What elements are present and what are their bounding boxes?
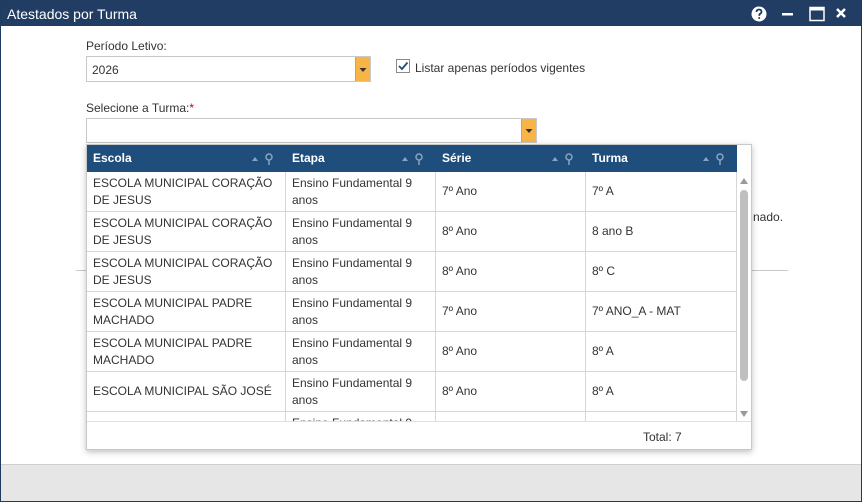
title-bar: Atestados por Turma: [1, 1, 861, 26]
cell-text: 8º C: [592, 264, 616, 278]
grid-cell: [586, 412, 737, 421]
cell-text: Ensino Fundamental 9 anos: [292, 175, 413, 207]
cell-text: Ensino Fundamental 9 anos: [292, 255, 413, 287]
dropdown-arrow: [525, 129, 533, 133]
turma-label: Selecione a Turma:: [86, 101, 190, 115]
help-button[interactable]: [751, 6, 767, 22]
grid-cell: ESCOLA MUNICIPAL SÃO JOSÉ: [87, 372, 286, 411]
grid-row[interactable]: Ensino Fundamental 9 anos: [87, 412, 737, 421]
cell-text: 7º Ano: [442, 304, 478, 318]
cell-text: ESCOLA MUNICIPAL PADRE MACHADO: [93, 295, 253, 327]
cell-text: 8º Ano: [442, 344, 478, 358]
footer-bar: [1, 464, 861, 501]
cell-text: 8º Ano: [442, 264, 478, 278]
grid-body: ESCOLA MUNICIPAL CORAÇÃO DE JESUS Ensino …: [87, 172, 737, 421]
grid-cell: 8º Ano: [436, 252, 586, 291]
cell-text: 7º Ano: [442, 184, 478, 198]
cell-text: 8º Ano: [442, 224, 478, 238]
grid-cell: 7º Ano: [436, 292, 586, 331]
grid-cell: ESCOLA MUNICIPAL CORAÇÃO DE JESUS: [87, 212, 286, 251]
grid-cell: 8º A: [586, 372, 737, 411]
grid-cell: 8º Ano: [436, 372, 586, 411]
grid-cell: 7º Ano: [436, 172, 586, 211]
periodo-label: Período Letivo:: [86, 39, 167, 53]
cell-text: 8º Ano: [442, 384, 478, 398]
sort-filter-icons[interactable]: [400, 153, 430, 165]
grid-row[interactable]: ESCOLA MUNICIPAL CORAÇÃO DE JESUS Ensino …: [87, 172, 737, 212]
grid-cell: Ensino Fundamental 9 anos: [286, 212, 436, 251]
grid-cell: Ensino Fundamental 9 anos: [286, 252, 436, 291]
dropdown-button[interactable]: [355, 57, 370, 81]
cell-text: 7º ANO_A - MAT: [592, 304, 681, 318]
grid-cell: [87, 412, 286, 421]
window-controls: [751, 6, 846, 22]
column-header[interactable]: Escola: [93, 151, 132, 165]
cell-text: ESCOLA MUNICIPAL SÃO JOSÉ: [93, 384, 272, 398]
grid-cell: Ensino Fundamental 9 anos: [286, 332, 436, 371]
window-title: Atestados por Turma: [7, 6, 137, 22]
cell-text: Ensino Fundamental 9 anos: [292, 215, 413, 247]
periodo-value: 2026: [92, 63, 119, 77]
grid-row[interactable]: ESCOLA MUNICIPAL PADRE MACHADO Ensino Fun…: [87, 292, 737, 332]
grid-cell: ESCOLA MUNICIPAL PADRE MACHADO: [87, 292, 286, 331]
grid-cell: Ensino Fundamental 9 anos: [286, 412, 436, 421]
cell-text: ESCOLA MUNICIPAL PADRE MACHADO: [93, 335, 253, 367]
dropdown-panel: Escola Etapa Série Turma ESCOLA MUNICIPAL C…: [86, 144, 752, 450]
grid-cell: ESCOLA MUNICIPAL PADRE MACHADO: [87, 332, 286, 371]
grid-row[interactable]: ESCOLA MUNICIPAL SÃO JOSÉ Ensino Fundamen…: [87, 372, 737, 412]
maximize-button[interactable]: [809, 6, 825, 22]
grid-row[interactable]: ESCOLA MUNICIPAL CORAÇÃO DE JESUS Ensino …: [87, 212, 737, 252]
column-header[interactable]: Turma: [592, 151, 628, 165]
minimize-button[interactable]: [782, 13, 793, 16]
cell-text: Ensino Fundamental 9 anos: [292, 295, 413, 327]
grid-cell: Ensino Fundamental 9 anos: [286, 372, 436, 411]
grid-cell: 7º A: [586, 172, 737, 211]
grid-cell: 8 ano B: [586, 212, 737, 251]
grid-cell: 7º ANO_A - MAT: [586, 292, 737, 331]
hidden-text: nado.: [753, 210, 784, 224]
cell-text: 8 ano B: [592, 224, 634, 238]
grid-cell: ESCOLA MUNICIPAL CORAÇÃO DE JESUS: [87, 252, 286, 291]
checkbox[interactable]: [396, 59, 411, 74]
cell-text: 8º A: [592, 344, 614, 358]
grid-cell: 8º Ano: [436, 212, 586, 251]
sort-filter-icons[interactable]: [701, 153, 731, 165]
cell-text: Ensino Fundamental 9 anos: [292, 415, 429, 422]
cell-text: Ensino Fundamental 9 anos: [292, 375, 413, 407]
scrollbar[interactable]: [737, 172, 751, 422]
grid-cell: [436, 412, 586, 421]
grid-cell: Ensino Fundamental 9 anos: [286, 172, 436, 211]
cell-text: 8º A: [592, 384, 614, 398]
cell-text: Ensino Fundamental 9 anos: [292, 335, 413, 367]
column-header[interactable]: Etapa: [292, 151, 325, 165]
total-label: Total: 7: [643, 430, 682, 444]
sort-filter-icons[interactable]: [250, 153, 280, 165]
grid-header: Escola Etapa Série Turma: [87, 145, 737, 172]
grid-cell: 8º C: [586, 252, 737, 291]
grid-cell: 8º A: [586, 332, 737, 371]
column-header[interactable]: Série: [442, 151, 472, 165]
grid-row[interactable]: ESCOLA MUNICIPAL CORAÇÃO DE JESUS Ensino …: [87, 252, 737, 292]
grid-row[interactable]: ESCOLA MUNICIPAL PADRE MACHADO Ensino Fun…: [87, 332, 737, 372]
checkbox-label: Listar apenas períodos vigentes: [415, 61, 586, 75]
close-button[interactable]: [836, 8, 846, 18]
turma-select[interactable]: [86, 118, 537, 143]
cell-text: ESCOLA MUNICIPAL CORAÇÃO DE JESUS: [93, 175, 273, 207]
sort-filter-icons[interactable]: [550, 153, 580, 165]
dropdown-arrow: [359, 68, 367, 72]
cell-text: ESCOLA MUNICIPAL CORAÇÃO DE JESUS: [93, 255, 273, 287]
required-mark: *: [189, 101, 195, 115]
cell-text: 7º A: [592, 184, 614, 198]
cell-text: ESCOLA MUNICIPAL CORAÇÃO DE JESUS: [93, 215, 273, 247]
periodo-select[interactable]: 2026: [86, 56, 371, 82]
grid-cell: Ensino Fundamental 9 anos: [286, 292, 436, 331]
grid-cell: 8º Ano: [436, 332, 586, 371]
dropdown-button[interactable]: [521, 119, 536, 142]
divider: [87, 421, 751, 422]
turma-label-wrap: Selecione a Turma:*: [86, 101, 194, 115]
grid-cell: ESCOLA MUNICIPAL CORAÇÃO DE JESUS: [87, 172, 286, 211]
scroll-thumb[interactable]: [740, 190, 748, 381]
